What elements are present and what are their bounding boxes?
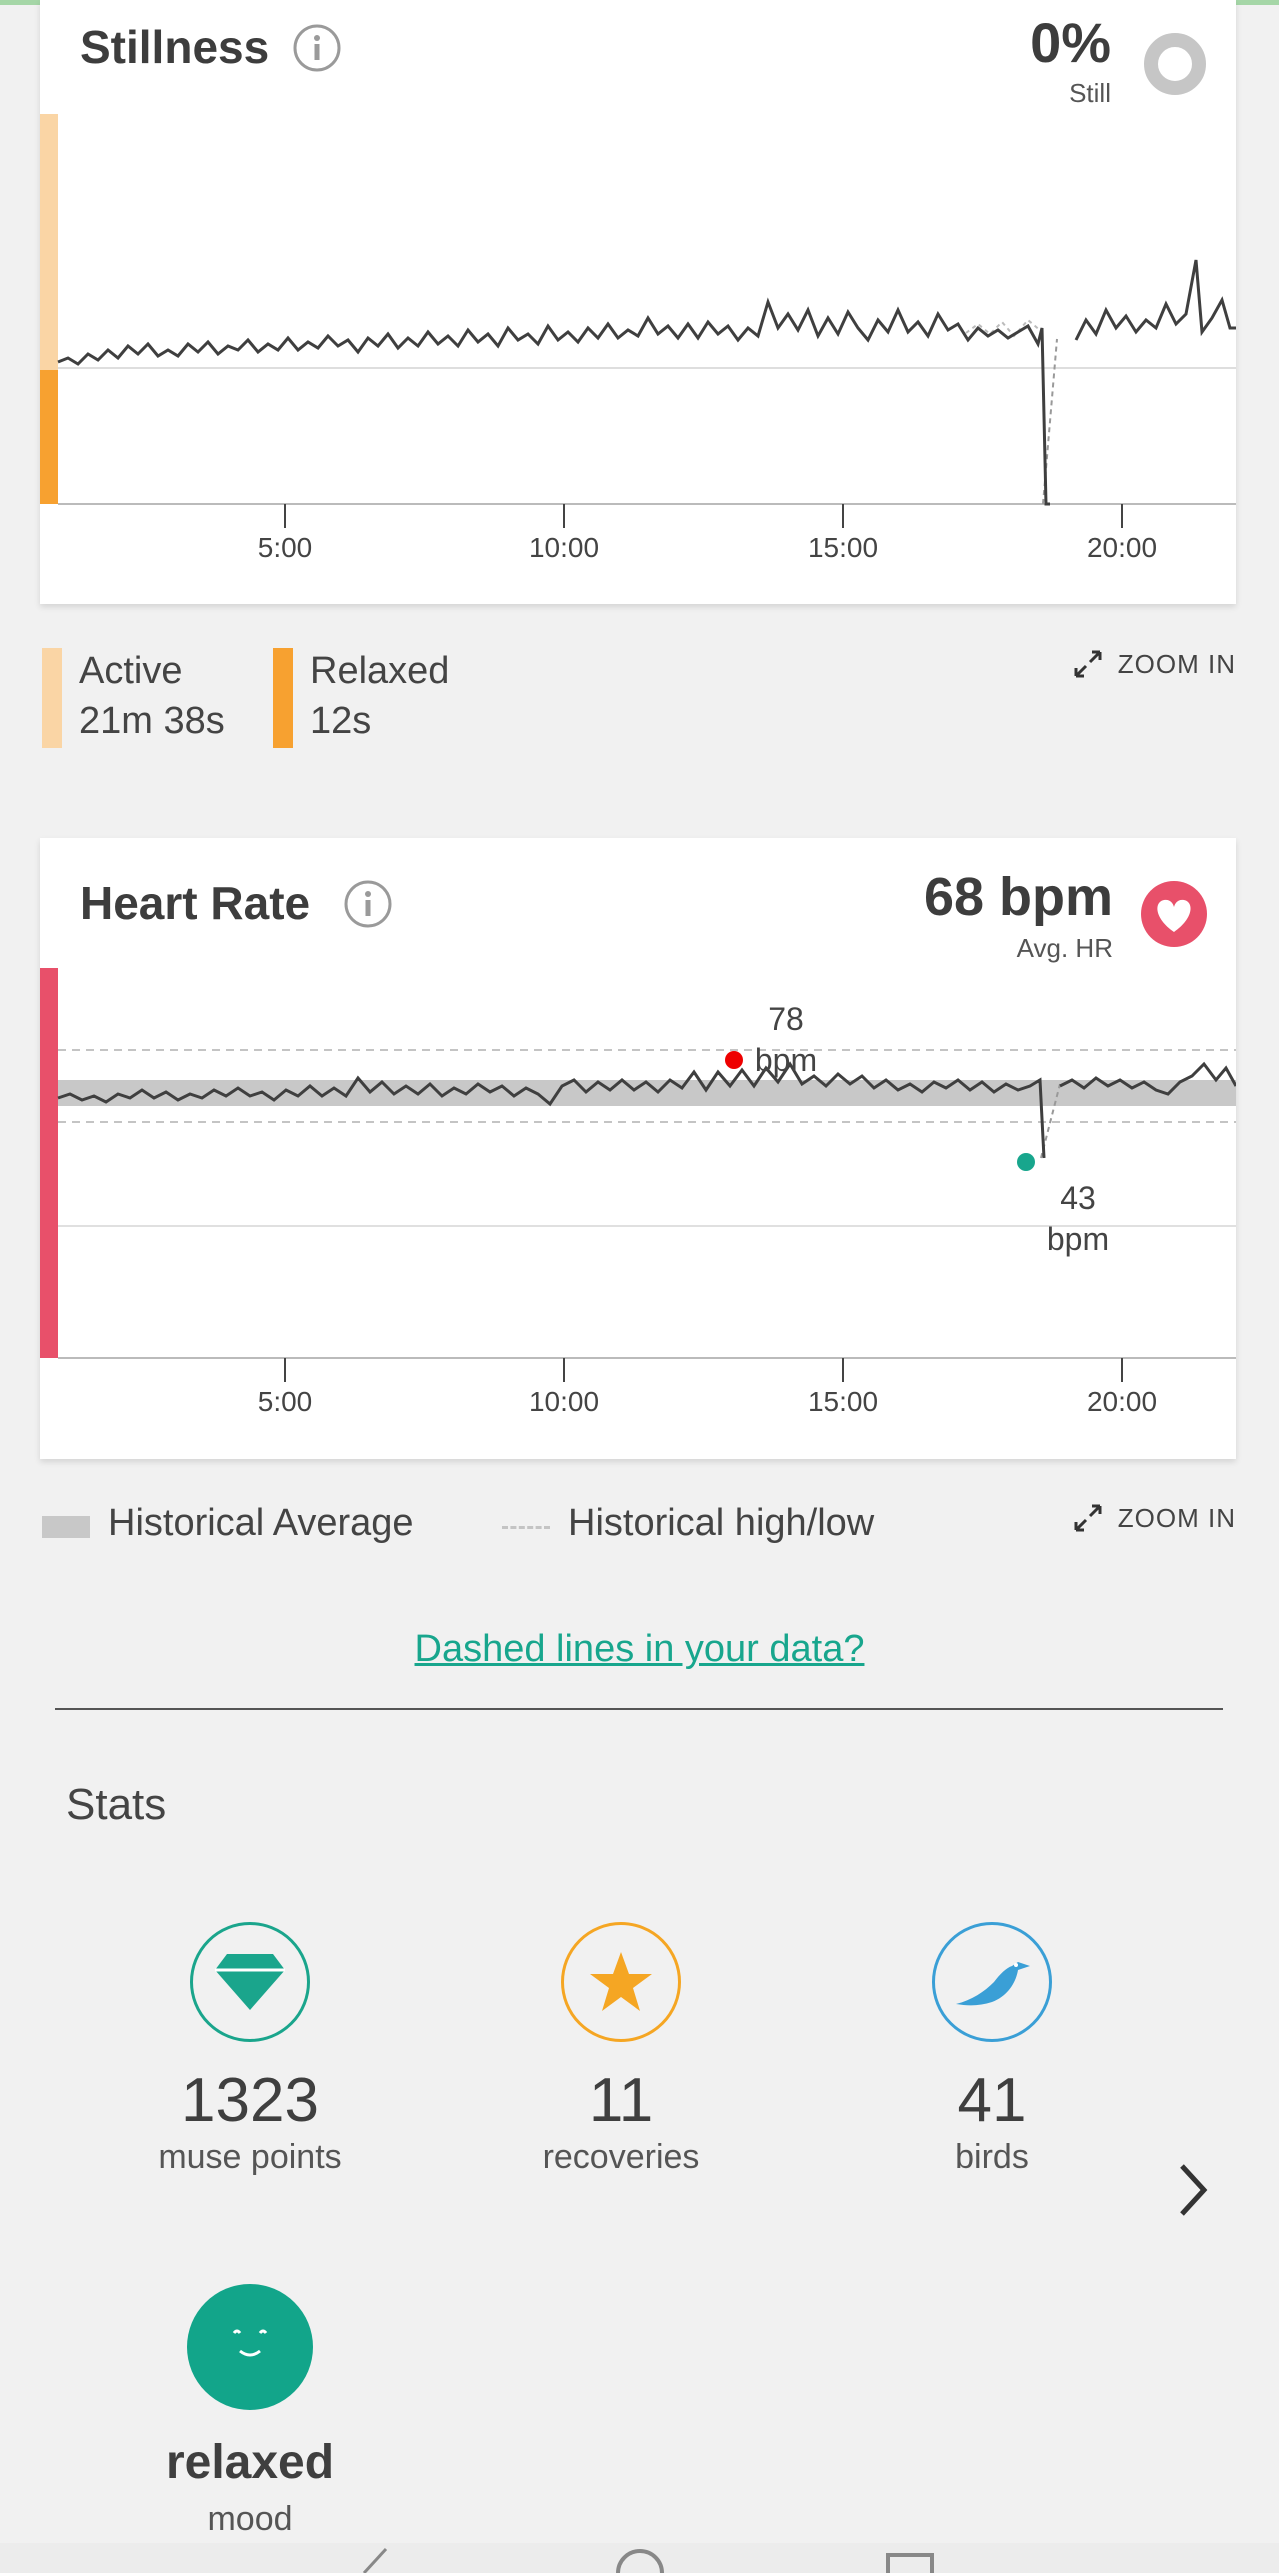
system-nav-bar — [0, 2543, 1279, 2573]
tick-label: 20:00 — [1087, 532, 1157, 563]
tick-label: 15:00 — [808, 532, 878, 563]
heart-rate-zoom-button[interactable]: ZOOM IN — [1070, 1500, 1236, 1536]
heart-rate-title: Heart Rate — [80, 877, 311, 929]
stat-label: recoveries — [542, 2138, 700, 2176]
historical-highlow-swatch — [502, 1526, 550, 1529]
smiley-icon — [187, 2284, 313, 2410]
tick-label: 5:00 — [258, 532, 313, 563]
relaxed-legend: Relaxed 12s — [310, 646, 449, 746]
tick-label: 20:00 — [1087, 1386, 1157, 1417]
stillness-zoom-button[interactable]: ZOOM IN — [1070, 646, 1236, 682]
stat-label: birds — [955, 2138, 1029, 2176]
stillness-ring-icon — [1144, 33, 1206, 95]
heart-rate-line — [57, 1061, 1236, 1159]
mood-label: mood — [207, 2500, 293, 2538]
diamond-icon — [190, 1922, 310, 2042]
recents-icon[interactable] — [884, 2551, 936, 2573]
high-value-label: 78 — [768, 1001, 804, 1037]
stillness-x-ticks: 5:00 10:00 15:00 20:00 — [258, 504, 1157, 563]
hr-accent-bar — [40, 968, 58, 1358]
avg-hr-label: Avg. HR — [1016, 933, 1113, 963]
tick-label: 10:00 — [529, 1386, 599, 1417]
relaxed-swatch — [273, 648, 293, 748]
zoom-label: ZOOM IN — [1117, 1502, 1236, 1533]
tick-label: 10:00 — [529, 532, 599, 563]
stillness-line — [57, 259, 1236, 506]
tick-label: 5:00 — [258, 1386, 313, 1417]
relaxed-bar — [40, 370, 58, 504]
help-link-row: Dashed lines in your data? — [0, 1628, 1279, 1671]
stillness-chart: 5:00 10:00 15:00 20:00 — [40, 114, 1236, 563]
stillness-percent: 0% — [1030, 11, 1111, 74]
expand-icon — [1074, 650, 1102, 678]
stillness-percent-label: Still — [1069, 78, 1111, 108]
stat-value: 41 — [957, 2066, 1027, 2135]
heart-rate-chart: 78 bpm 43 bpm 5:00 10:00 15:00 20:00 — [40, 968, 1236, 1417]
active-swatch — [42, 648, 62, 748]
heart-rate-card: Heart Rate 68 bpm Avg. HR 78 bpm 43 bpm … — [40, 838, 1236, 1459]
historical-average-label: Historical Average — [108, 1502, 414, 1544]
stillness-card: Stillness 0% Still 5:00 10:00 15:00 20:0… — [40, 0, 1236, 604]
zoom-label: ZOOM IN — [1117, 648, 1236, 679]
active-label: Active — [79, 650, 183, 692]
low-point-marker — [1017, 1153, 1035, 1171]
relaxed-value: 12s — [310, 700, 372, 742]
bird-icon — [932, 1922, 1052, 2042]
stat-value: 1323 — [181, 2066, 319, 2135]
active-legend: Active 21m 38s — [79, 646, 225, 746]
low-unit-label: bpm — [1047, 1221, 1109, 1257]
relaxed-label: Relaxed — [310, 650, 450, 692]
home-icon[interactable] — [612, 2549, 668, 2573]
active-value: 21m 38s — [79, 700, 225, 742]
divider — [55, 1708, 1223, 1710]
heart-icon — [1141, 881, 1207, 947]
historical-highlow-label: Historical high/low — [568, 1502, 875, 1544]
info-icon[interactable] — [343, 879, 393, 929]
info-icon[interactable] — [292, 23, 342, 73]
chevron-right-icon[interactable] — [1176, 2162, 1210, 2218]
stillness-title: Stillness — [80, 21, 270, 73]
stat-recoveries: 11 recoveries — [471, 1922, 771, 2177]
hr-x-ticks: 5:00 10:00 15:00 20:00 — [258, 1358, 1157, 1417]
stat-mood: relaxed mood — [100, 2284, 400, 2539]
stats-title: Stats — [66, 1780, 167, 1829]
avg-hr-value: 68 bpm — [923, 867, 1113, 927]
active-bar — [40, 114, 58, 370]
historical-average-swatch — [42, 1516, 90, 1538]
dashed-lines-help-link[interactable]: Dashed lines in your data? — [414, 1628, 865, 1670]
high-point-marker — [725, 1051, 743, 1069]
mood-value: relaxed — [165, 2436, 335, 2489]
stat-value: 11 — [588, 2066, 654, 2135]
back-icon[interactable] — [360, 2547, 390, 2573]
expand-icon — [1074, 1504, 1102, 1532]
high-unit-label: bpm — [755, 1042, 817, 1078]
low-value-label: 43 — [1060, 1180, 1096, 1216]
stat-label: muse points — [158, 2138, 342, 2176]
stat-birds: 41 birds — [842, 1922, 1142, 2177]
star-icon — [561, 1922, 681, 2042]
stat-muse-points: 1323 muse points — [100, 1922, 400, 2177]
tick-label: 15:00 — [808, 1386, 878, 1417]
